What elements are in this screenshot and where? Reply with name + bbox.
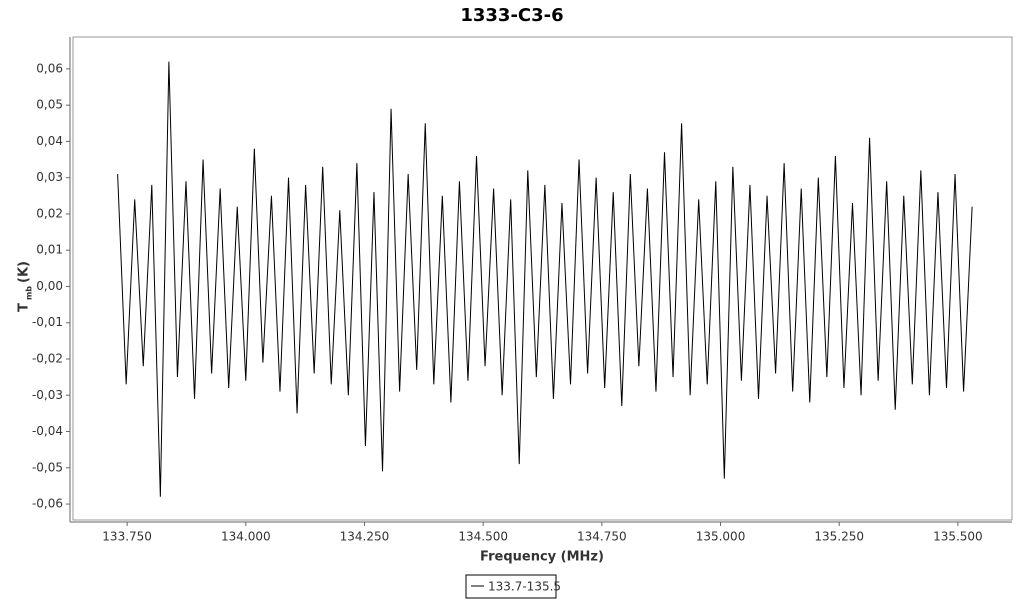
- x-tick-label: 134.250: [340, 530, 390, 544]
- y-tick-label: 0,01: [36, 243, 63, 257]
- x-tick-label: 135.500: [933, 530, 983, 544]
- x-tick-label: 134.500: [458, 530, 508, 544]
- legend-label: 133.7-135.5: [488, 580, 561, 594]
- y-tick-label: 0,04: [36, 134, 63, 148]
- y-tick-label: -0,02: [32, 352, 63, 366]
- y-tick-label: 0,06: [36, 61, 63, 75]
- legend-box: [465, 574, 557, 599]
- y-axis-label: T mb (K): [17, 261, 34, 312]
- y-label-unit: (K): [17, 261, 32, 283]
- x-tick-label: 135.000: [696, 530, 746, 544]
- y-tick-label: -0,04: [32, 424, 63, 438]
- spectrum-line: [117, 61, 973, 497]
- y-tick-label: -0,05: [32, 460, 63, 474]
- x-tick-label: 134.750: [577, 530, 627, 544]
- x-axis-label: Frequency (MHz): [480, 550, 604, 565]
- x-tick-label: 133.750: [102, 530, 152, 544]
- y-tick-label: 0,02: [36, 206, 63, 220]
- x-tick-label: 135.250: [814, 530, 864, 544]
- plot-frame: [72, 36, 1013, 521]
- x-tick-label: 134.000: [221, 530, 271, 544]
- y-tick-label: 0,03: [36, 170, 63, 184]
- chart-title: 1333-C3-6: [460, 5, 563, 26]
- y-tick-label: -0,03: [32, 388, 63, 402]
- y-tick-label: -0,01: [32, 315, 63, 329]
- y-tick-label: 0,00: [36, 279, 63, 293]
- y-tick-label: 0,05: [36, 98, 63, 112]
- y-tick-label: -0,06: [32, 497, 63, 511]
- y-label-subscript: mb: [25, 286, 34, 300]
- y-label-symbol: T: [17, 303, 32, 312]
